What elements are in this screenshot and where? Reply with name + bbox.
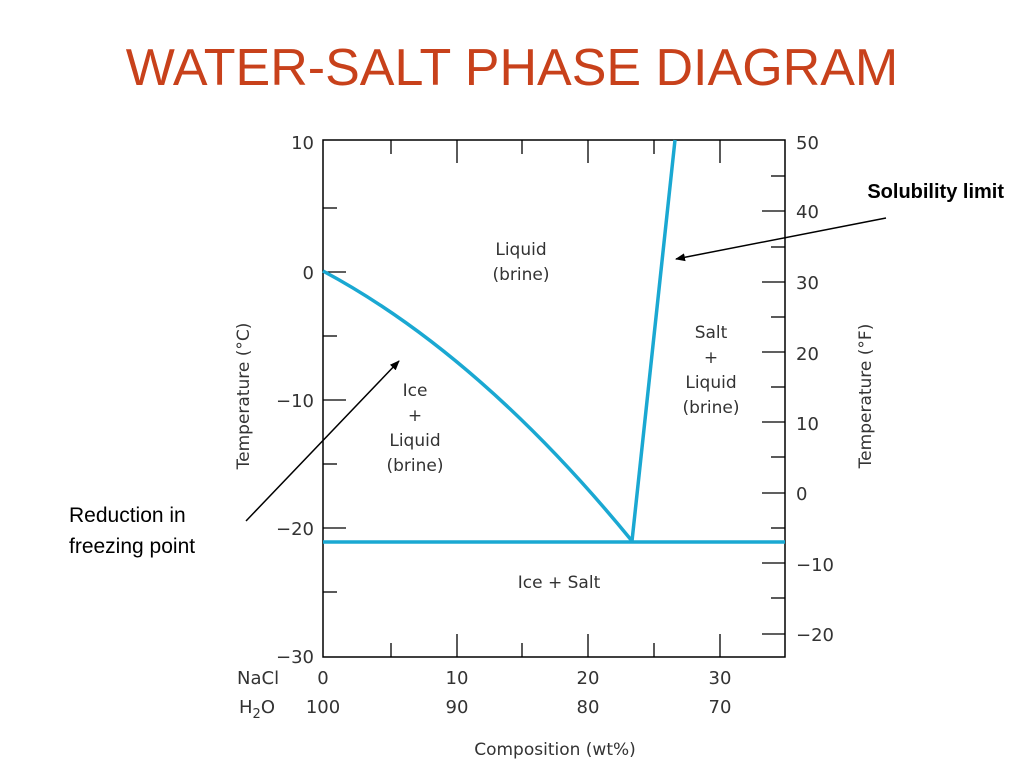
h2o-tick-100: 100	[306, 697, 340, 718]
nacl-tick-20: 20	[577, 668, 600, 689]
nacl-tick-30: 30	[709, 668, 732, 689]
nacl-tick-10: 10	[446, 668, 469, 689]
right-axis-title: Temperature (°F)	[856, 324, 876, 470]
solubility-limit-label: Solubility limit	[867, 181, 1004, 203]
freezing-point-arrow	[245, 360, 400, 522]
region-salt-liquid-line2: +	[704, 348, 718, 368]
x-ticks	[390, 140, 721, 657]
plot-frame	[322, 139, 786, 658]
h2o-tick-90: 90	[446, 697, 469, 718]
h2o-tick-70: 70	[709, 697, 732, 718]
region-ice-liquid-line1: Ice	[403, 381, 428, 401]
right-tick-50: 50	[796, 133, 819, 154]
nacl-tick-0: 0	[317, 668, 328, 689]
freezing-note-line1: Reduction in	[69, 504, 186, 527]
right-tick-30: 30	[796, 273, 819, 294]
left-axis-ticks	[323, 207, 346, 593]
region-salt-liquid-line3: Liquid	[685, 373, 736, 393]
left-tick-minus20: −20	[276, 519, 314, 540]
x-axis-title: Composition (wt%)	[474, 740, 636, 760]
region-salt-liquid-line1: Salt	[695, 323, 728, 343]
region-liquid-line1: Liquid	[495, 240, 546, 260]
solubility-limit-arrow	[675, 217, 887, 262]
region-ice-liquid-line4: (brine)	[386, 456, 443, 476]
left-axis-title: Temperature (°C)	[234, 323, 254, 471]
h2o-row-label: H2O	[239, 697, 275, 722]
left-tick-10: 10	[291, 133, 314, 154]
region-liquid-line2: (brine)	[492, 265, 549, 285]
right-tick-40: 40	[796, 202, 819, 223]
nacl-row-label: NaCl	[237, 668, 279, 689]
right-tick-minus20: −20	[796, 625, 834, 646]
left-tick-0: 0	[303, 263, 314, 284]
region-ice-liquid-line3: Liquid	[389, 431, 440, 451]
right-tick-10: 10	[796, 414, 819, 435]
region-ice-liquid-line2: +	[408, 406, 422, 426]
right-tick-0: 0	[796, 484, 807, 505]
liquidus-curve	[322, 269, 634, 543]
region-ice-salt: Ice + Salt	[518, 573, 601, 593]
right-axis-ticks	[762, 175, 785, 635]
right-tick-20: 20	[796, 344, 819, 365]
left-tick-minus10: −10	[276, 391, 314, 412]
h2o-tick-80: 80	[577, 697, 600, 718]
solubility-limit-line	[630, 139, 677, 542]
right-tick-minus10: −10	[796, 555, 834, 576]
left-tick-minus30: −30	[276, 647, 314, 668]
region-salt-liquid-line4: (brine)	[682, 398, 739, 418]
freezing-note-line2: freezing point	[69, 535, 195, 558]
slide-title: WATER-SALT PHASE DIAGRAM	[125, 39, 899, 97]
